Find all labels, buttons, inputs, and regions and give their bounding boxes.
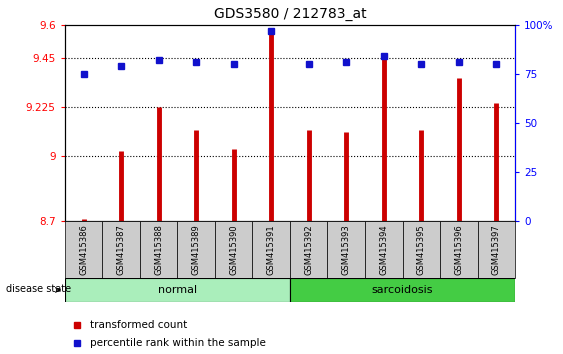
- Text: percentile rank within the sample: percentile rank within the sample: [90, 338, 266, 348]
- Text: transformed count: transformed count: [90, 320, 187, 330]
- Bar: [290, 221, 328, 278]
- Text: GSM415394: GSM415394: [379, 224, 388, 275]
- Bar: [65, 278, 290, 302]
- Bar: [177, 221, 215, 278]
- Text: GSM415391: GSM415391: [267, 224, 276, 275]
- Text: normal: normal: [158, 285, 197, 295]
- Text: GSM415388: GSM415388: [154, 224, 163, 275]
- Title: GDS3580 / 212783_at: GDS3580 / 212783_at: [213, 7, 367, 21]
- Text: disease state: disease state: [6, 284, 71, 294]
- Bar: [215, 221, 252, 278]
- Text: GSM415396: GSM415396: [454, 224, 463, 275]
- Bar: [65, 221, 102, 278]
- Text: GSM415387: GSM415387: [117, 224, 126, 275]
- Bar: [252, 221, 290, 278]
- Text: GSM415386: GSM415386: [79, 224, 88, 275]
- Text: GSM415392: GSM415392: [304, 224, 313, 275]
- Bar: [102, 221, 140, 278]
- Text: GSM415390: GSM415390: [229, 224, 238, 275]
- Bar: [477, 221, 515, 278]
- Bar: [440, 221, 477, 278]
- Text: GSM415389: GSM415389: [191, 224, 200, 275]
- Text: sarcoidosis: sarcoidosis: [372, 285, 434, 295]
- Bar: [403, 221, 440, 278]
- Bar: [365, 221, 403, 278]
- Text: GSM415395: GSM415395: [417, 224, 426, 275]
- Text: GSM415393: GSM415393: [342, 224, 351, 275]
- Bar: [290, 278, 515, 302]
- Bar: [328, 221, 365, 278]
- Bar: [140, 221, 177, 278]
- Text: GSM415397: GSM415397: [492, 224, 501, 275]
